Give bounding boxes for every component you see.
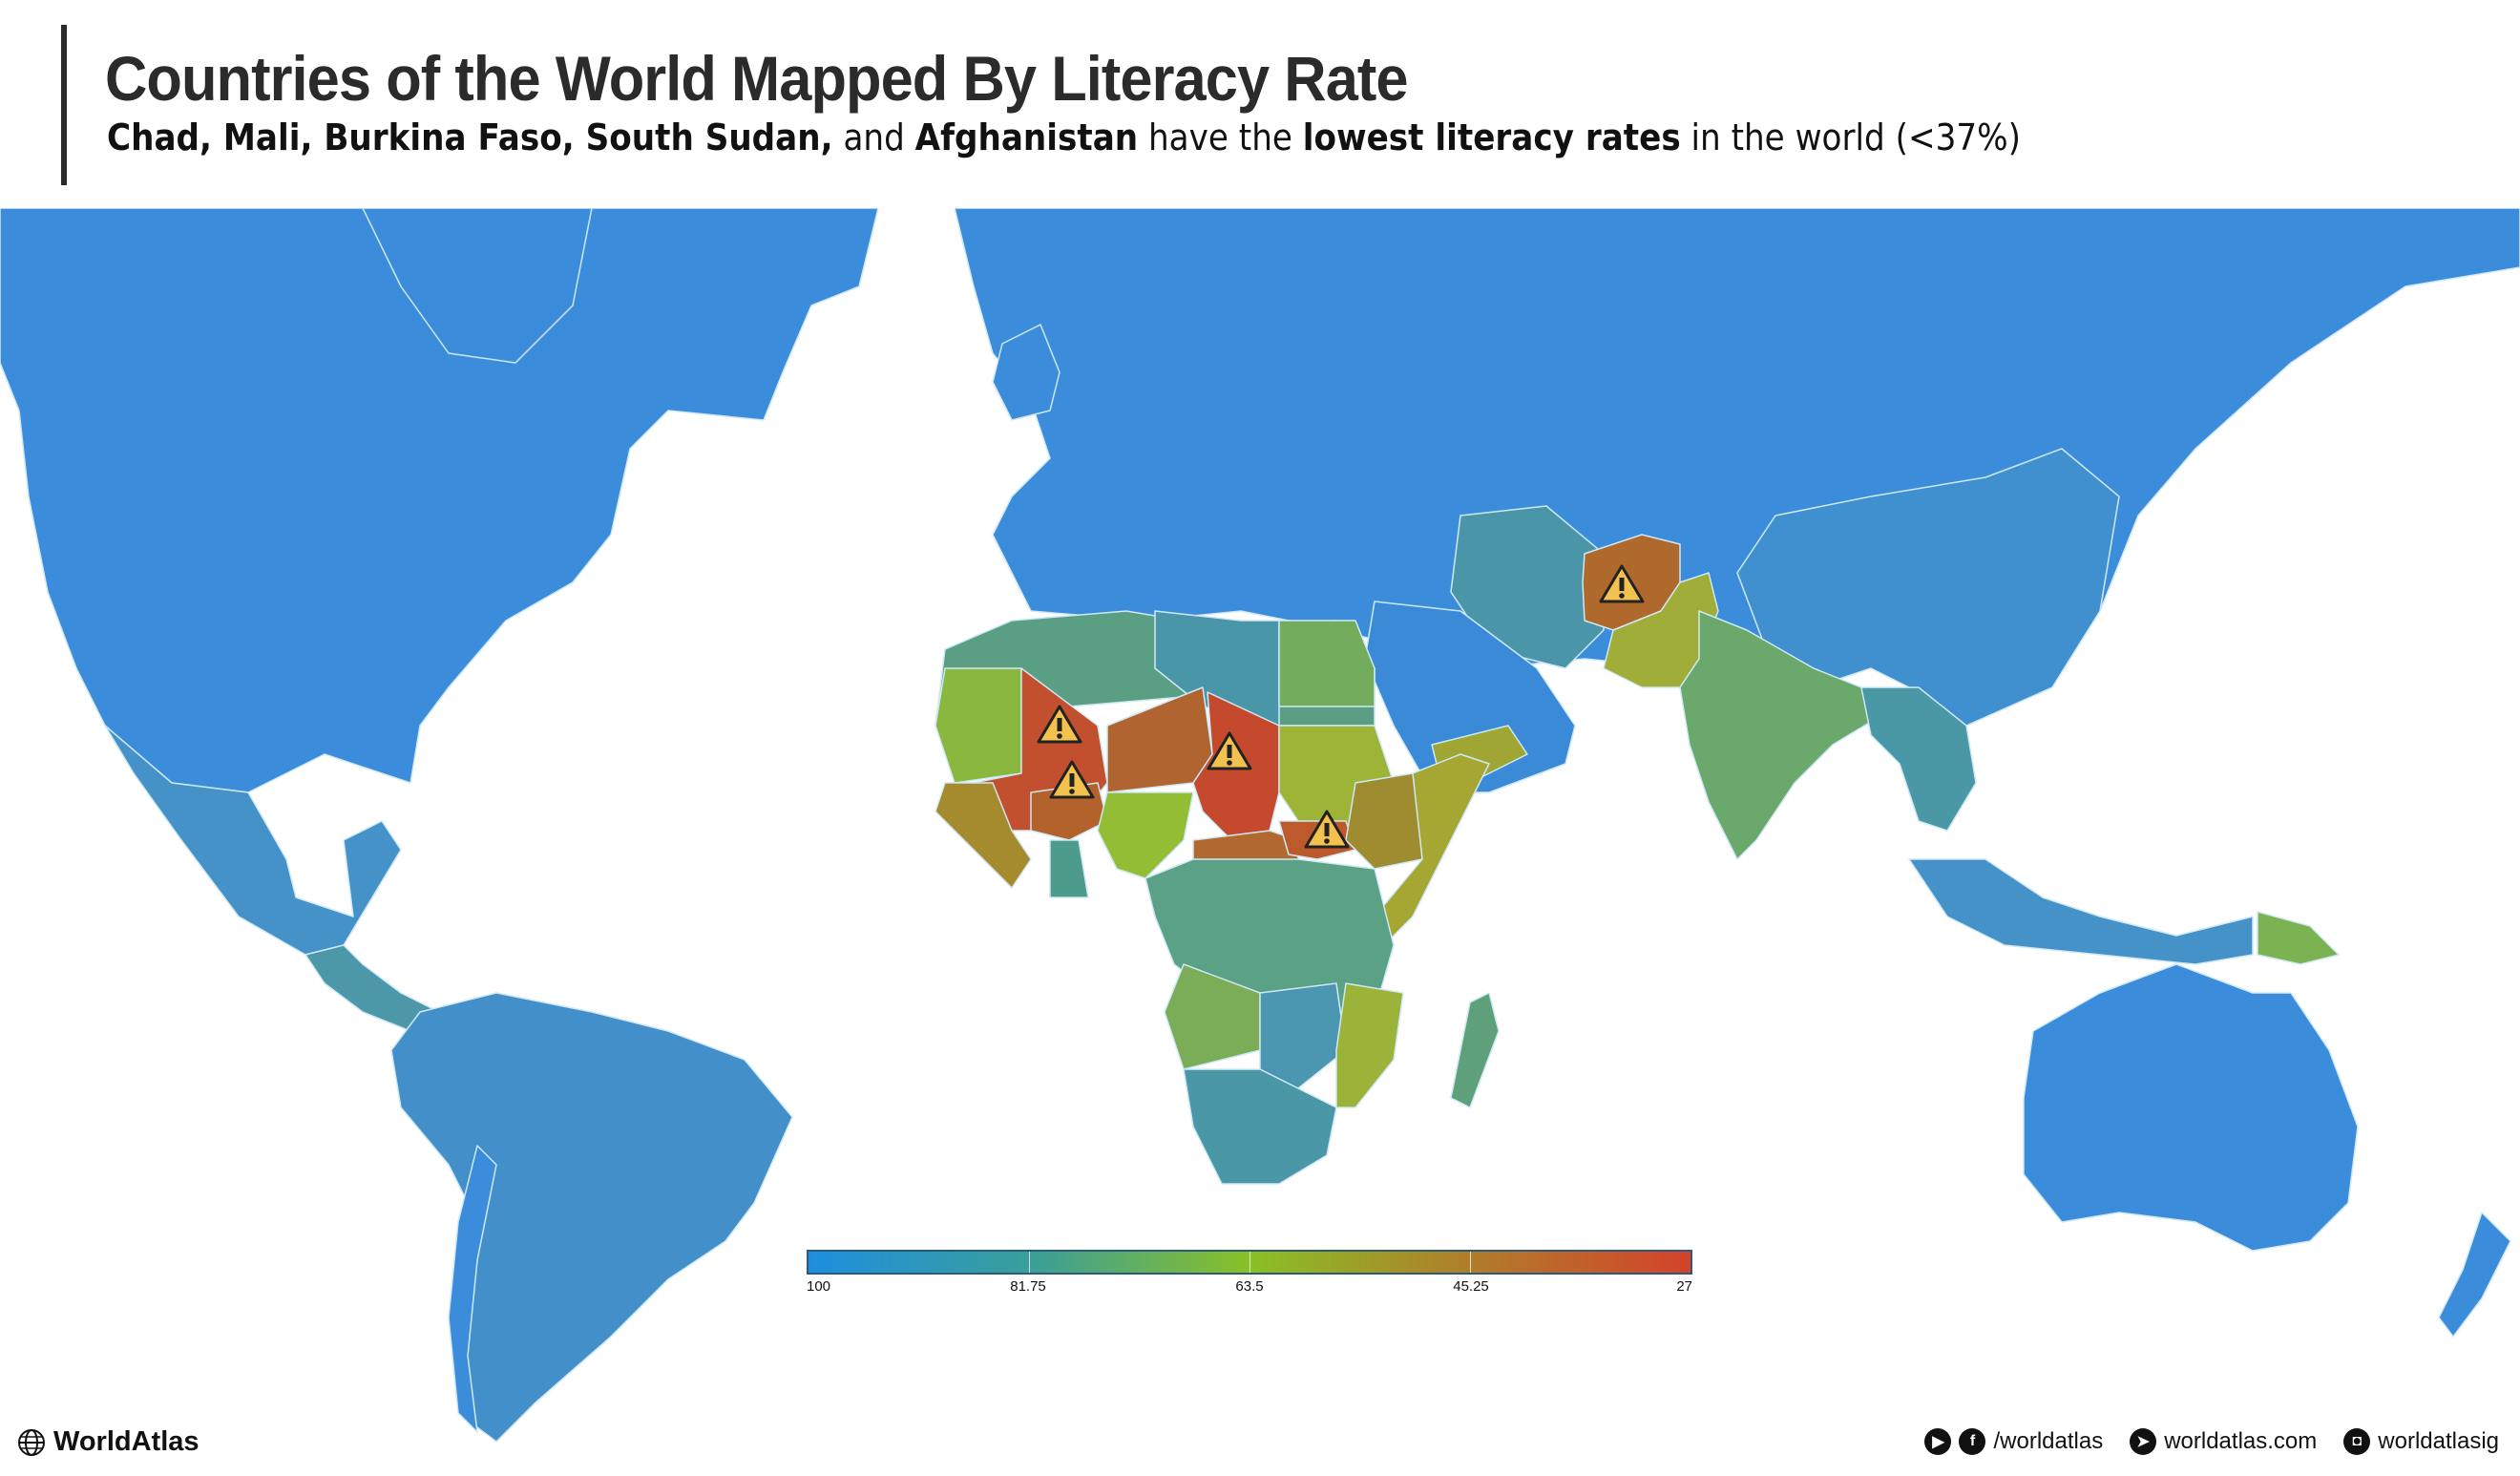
region-horn <box>1374 753 1490 946</box>
region-north-america <box>0 208 879 793</box>
region-new-zealand <box>2438 1212 2511 1338</box>
subtitle-part: have the <box>1138 116 1303 158</box>
facebook-icon[interactable]: f <box>1959 1428 1986 1455</box>
social-handle-link[interactable]: /worldatlas <box>1993 1428 2104 1454</box>
scale-label: 81.75 <box>1010 1278 1046 1295</box>
region-chile <box>448 1145 497 1433</box>
region-mexico <box>104 725 402 956</box>
scale-label: 100 <box>807 1278 831 1295</box>
instagram-link[interactable]: worldatlasig <box>2378 1428 2499 1454</box>
website-link[interactable]: worldatlas.com <box>2164 1428 2318 1454</box>
region-png <box>2257 911 2340 965</box>
region-southern-africa <box>1183 1068 1337 1185</box>
scale-tick <box>1029 1252 1030 1273</box>
region-egypt <box>1278 620 1376 707</box>
color-scale-legend: 100 81.75 63.5 45.25 27 <box>807 1250 1692 1301</box>
subtitle-part: lowest literacy rates <box>1302 116 1681 158</box>
subtitle-part: Afghanistan <box>914 116 1139 158</box>
brand-name: WorldAtlas <box>53 1426 200 1457</box>
social-links: ▶ f /worldatlas ➤ worldatlas.com ◘ world… <box>1924 1428 2499 1455</box>
subtitle-part: Chad, Mali, Burkina Faso, South Sudan, <box>107 116 833 158</box>
globe-icon <box>18 1428 45 1456</box>
region-ghana <box>1049 839 1089 898</box>
region-arabia <box>1364 601 1576 793</box>
region-uk <box>992 324 1060 421</box>
brand-logo: WorldAtlas <box>17 1426 200 1458</box>
region-greenland <box>362 208 593 364</box>
scale-tick <box>1470 1252 1471 1273</box>
region-mauritania <box>934 667 1022 784</box>
subtitle-part: in the world (<37%) <box>1680 116 2021 158</box>
cursor-icon[interactable]: ➤ <box>2130 1428 2157 1455</box>
region-australia <box>2023 963 2359 1252</box>
region-iran <box>1450 505 1605 669</box>
region-indonesia <box>1908 858 2254 965</box>
subtitle-part: and <box>832 116 915 158</box>
page-subtitle: Chad, Mali, Burkina Faso, South Sudan, a… <box>107 116 2021 158</box>
youtube-icon[interactable]: ▶ <box>1924 1428 1952 1455</box>
region-india <box>1679 610 1881 860</box>
scale-label: 45.25 <box>1453 1278 1489 1295</box>
region-zambia-namibia <box>1259 982 1347 1089</box>
header-accent-bar <box>61 25 67 185</box>
scale-label: 63.5 <box>1235 1278 1264 1295</box>
region-south-america <box>390 992 793 1443</box>
page-title: Countries of the World Mapped By Literac… <box>105 43 1409 114</box>
region-west-coast <box>934 782 1032 889</box>
scale-label: 27 <box>1676 1278 1692 1295</box>
region-mozambique <box>1335 982 1404 1108</box>
region-southeast-asia <box>1860 686 1977 832</box>
color-scale-bar <box>807 1250 1692 1275</box>
world-map <box>0 208 2520 1443</box>
region-madagascar <box>1450 992 1500 1108</box>
region-angola <box>1164 963 1261 1070</box>
instagram-icon[interactable]: ◘ <box>2343 1428 2371 1455</box>
